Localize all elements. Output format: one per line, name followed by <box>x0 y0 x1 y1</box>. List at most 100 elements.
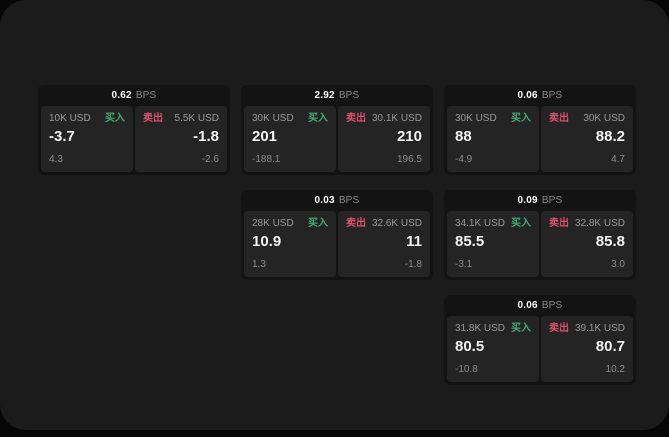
sell-sub-value: -2.6 <box>201 154 219 165</box>
buy-panel-top: 28K USD 买入 <box>252 218 328 230</box>
buy-main-value: 10.9 <box>252 233 282 250</box>
buy-panel-top: 30K USD 买入 <box>455 113 531 125</box>
card-header: 0.09 BPS <box>444 190 636 211</box>
buy-main-value: 88 <box>455 128 472 145</box>
buy-amount: 30K USD <box>252 113 294 124</box>
card-body: 31.8K USD 买入 80.5 -10.8 卖出 39.1K USD 80.… <box>444 316 636 385</box>
sell-side-label: 卖出 <box>143 113 163 124</box>
bps-value: 2.92 <box>314 90 335 101</box>
sell-amount: 5.5K USD <box>174 113 219 124</box>
buy-panel-top: 30K USD 买入 <box>252 113 328 125</box>
sell-side-label: 卖出 <box>549 323 569 334</box>
quote-cards-grid: 0.62 BPS 10K USD 买入 -3.7 4.3 卖出 5.5K USD… <box>38 85 636 385</box>
buy-panel[interactable]: 31.8K USD 买入 80.5 -10.8 <box>447 316 539 382</box>
sell-amount: 30K USD <box>583 113 625 124</box>
quote-card: 0.62 BPS 10K USD 买入 -3.7 4.3 卖出 5.5K USD… <box>38 85 230 175</box>
sell-side-label: 卖出 <box>346 218 366 229</box>
bps-unit: BPS <box>541 300 563 311</box>
bps-unit: BPS <box>541 195 563 206</box>
buy-panel[interactable]: 10K USD 买入 -3.7 4.3 <box>41 106 133 172</box>
sell-side-label: 卖出 <box>549 113 569 124</box>
sell-main-value: 210 <box>396 128 422 145</box>
buy-sub-value: -3.1 <box>455 259 473 270</box>
sell-side-label: 卖出 <box>346 113 366 124</box>
buy-panel-top: 10K USD 买入 <box>49 113 125 125</box>
sell-panel-top: 卖出 32.8K USD <box>549 218 625 230</box>
bps-unit: BPS <box>338 90 360 101</box>
sell-amount: 39.1K USD <box>574 323 625 334</box>
buy-side-label: 买入 <box>511 218 531 229</box>
buy-panel[interactable]: 30K USD 买入 88 -4.9 <box>447 106 539 172</box>
buy-side-label: 买入 <box>308 113 328 124</box>
sell-main-value: 85.8 <box>595 233 625 250</box>
card-body: 30K USD 买入 201 -188.1 卖出 30.1K USD 210 1… <box>241 106 433 175</box>
buy-main-value: 201 <box>252 128 278 145</box>
buy-panel-top: 31.8K USD 买入 <box>455 323 531 335</box>
bps-value: 0.03 <box>314 195 335 206</box>
sell-panel[interactable]: 卖出 30.1K USD 210 196.5 <box>338 106 430 172</box>
sell-sub-value: 4.7 <box>611 154 625 165</box>
buy-main-value: 85.5 <box>455 233 485 250</box>
buy-main-value: 80.5 <box>455 338 485 355</box>
quote-card: 0.06 BPS 31.8K USD 买入 80.5 -10.8 卖出 39.1… <box>444 295 636 385</box>
sell-panel[interactable]: 卖出 32.8K USD 85.8 3.0 <box>541 211 633 277</box>
sell-main-value: -1.8 <box>193 128 219 145</box>
sell-sub-value: 3.0 <box>611 259 625 270</box>
buy-side-label: 买入 <box>511 323 531 334</box>
buy-amount: 10K USD <box>49 113 91 124</box>
buy-side-label: 买入 <box>105 113 125 124</box>
buy-panel-top: 34.1K USD 买入 <box>455 218 531 230</box>
buy-sub-value: 1.3 <box>252 259 266 270</box>
quote-card: 0.09 BPS 34.1K USD 买入 85.5 -3.1 卖出 32.8K… <box>444 190 636 280</box>
buy-panel[interactable]: 28K USD 买入 10.9 1.3 <box>244 211 336 277</box>
sell-panel[interactable]: 卖出 30K USD 88.2 4.7 <box>541 106 633 172</box>
sell-panel[interactable]: 卖出 32.6K USD 11 -1.8 <box>338 211 430 277</box>
buy-side-label: 买入 <box>308 218 328 229</box>
quote-card: 2.92 BPS 30K USD 买入 201 -188.1 卖出 30.1K … <box>241 85 433 175</box>
quote-card: 0.06 BPS 30K USD 买入 88 -4.9 卖出 30K USD 8… <box>444 85 636 175</box>
sell-panel-top: 卖出 5.5K USD <box>143 113 219 125</box>
bps-value: 0.09 <box>517 195 538 206</box>
sell-panel-top: 卖出 39.1K USD <box>549 323 625 335</box>
sell-amount: 30.1K USD <box>371 113 422 124</box>
sell-main-value: 88.2 <box>595 128 625 145</box>
buy-amount: 34.1K USD <box>455 218 506 229</box>
sell-main-value: 80.7 <box>595 338 625 355</box>
bps-unit: BPS <box>135 90 157 101</box>
bps-unit: BPS <box>541 90 563 101</box>
card-header: 0.06 BPS <box>444 85 636 106</box>
buy-sub-value: -4.9 <box>455 154 473 165</box>
card-header: 0.62 BPS <box>38 85 230 106</box>
sell-panel-top: 卖出 30K USD <box>549 113 625 125</box>
sell-sub-value: 10.2 <box>605 364 625 375</box>
buy-panel[interactable]: 30K USD 买入 201 -188.1 <box>244 106 336 172</box>
sell-panel[interactable]: 卖出 39.1K USD 80.7 10.2 <box>541 316 633 382</box>
quote-card: 0.03 BPS 28K USD 买入 10.9 1.3 卖出 32.6K US… <box>241 190 433 280</box>
card-header: 0.03 BPS <box>241 190 433 211</box>
bps-value: 0.62 <box>111 90 132 101</box>
card-body: 10K USD 买入 -3.7 4.3 卖出 5.5K USD -1.8 -2.… <box>38 106 230 175</box>
buy-amount: 30K USD <box>455 113 497 124</box>
buy-sub-value: 4.3 <box>49 154 63 165</box>
buy-side-label: 买入 <box>511 113 531 124</box>
buy-sub-value: -10.8 <box>455 364 478 375</box>
sell-side-label: 卖出 <box>549 218 569 229</box>
buy-sub-value: -188.1 <box>252 154 281 165</box>
buy-amount: 31.8K USD <box>455 323 506 334</box>
buy-amount: 28K USD <box>252 218 294 229</box>
sell-panel-top: 卖出 32.6K USD <box>346 218 422 230</box>
card-body: 34.1K USD 买入 85.5 -3.1 卖出 32.8K USD 85.8… <box>444 211 636 280</box>
card-body: 28K USD 买入 10.9 1.3 卖出 32.6K USD 11 -1.8 <box>241 211 433 280</box>
sell-panel-top: 卖出 30.1K USD <box>346 113 422 125</box>
card-body: 30K USD 买入 88 -4.9 卖出 30K USD 88.2 4.7 <box>444 106 636 175</box>
bps-value: 0.06 <box>517 90 538 101</box>
card-header: 2.92 BPS <box>241 85 433 106</box>
sell-panel[interactable]: 卖出 5.5K USD -1.8 -2.6 <box>135 106 227 172</box>
sell-sub-value: -1.8 <box>404 259 422 270</box>
sell-main-value: 11 <box>406 233 422 250</box>
bps-value: 0.06 <box>517 300 538 311</box>
buy-panel[interactable]: 34.1K USD 买入 85.5 -3.1 <box>447 211 539 277</box>
sell-amount: 32.8K USD <box>574 218 625 229</box>
